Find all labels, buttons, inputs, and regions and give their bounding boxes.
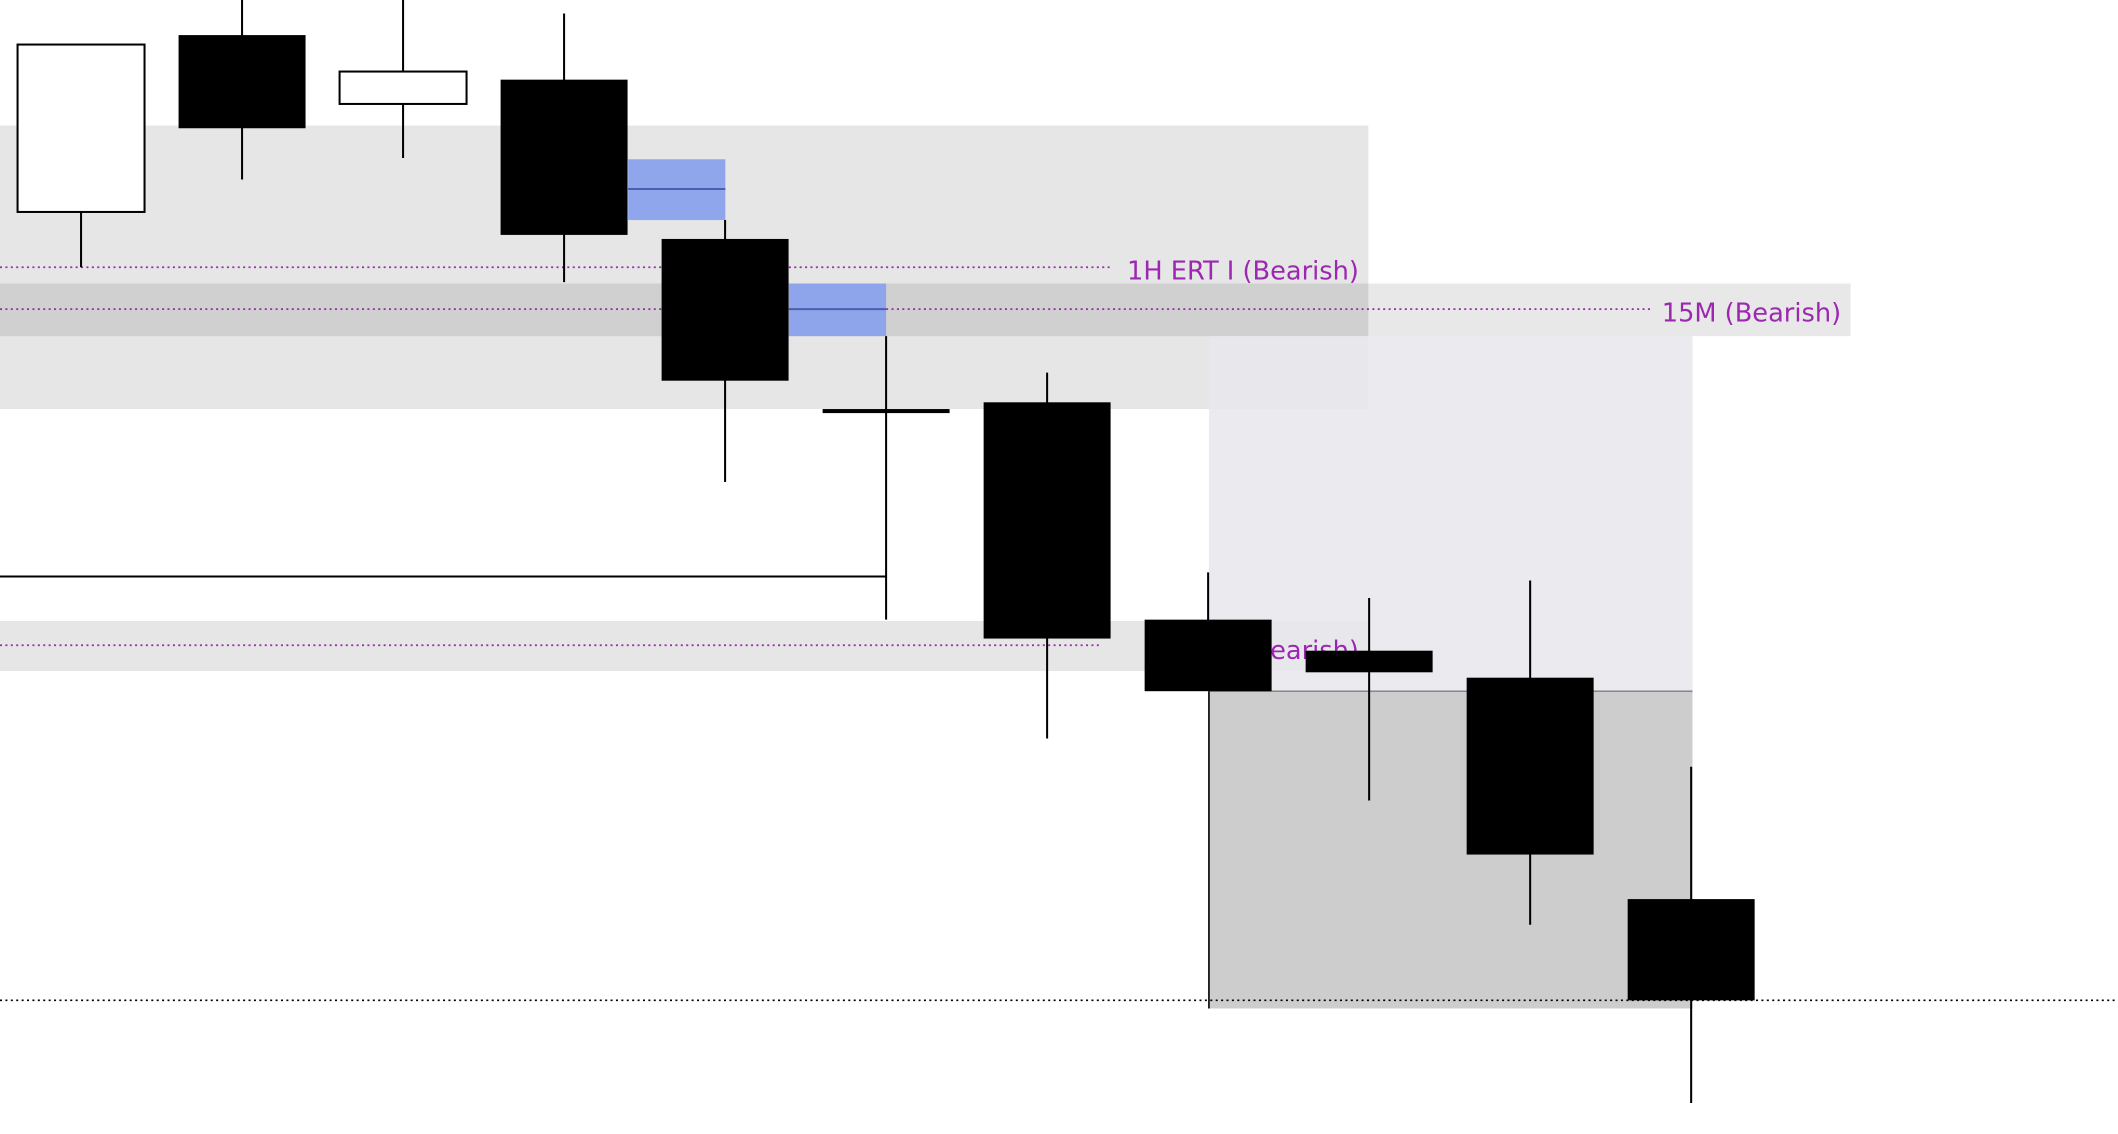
zone-label-15m-upper: 15M (Bearish) bbox=[1662, 298, 1841, 328]
target-box-lower bbox=[1208, 691, 1693, 1009]
candle-body bbox=[822, 409, 950, 414]
fvg-layer bbox=[628, 159, 887, 337]
candle-body bbox=[338, 70, 468, 105]
candle-body bbox=[16, 43, 146, 213]
candle-body bbox=[661, 238, 789, 381]
candle-body bbox=[1144, 619, 1272, 692]
target-box-upper bbox=[1208, 336, 1693, 692]
zones-layer bbox=[0, 125, 1851, 1009]
candle-body bbox=[1305, 650, 1433, 673]
candle-body bbox=[500, 79, 628, 235]
candle-body bbox=[1466, 677, 1594, 855]
candle-body bbox=[178, 35, 306, 129]
candles-layer bbox=[16, 0, 1755, 1103]
candle-body bbox=[983, 402, 1111, 639]
candle-body bbox=[1627, 899, 1755, 1001]
lines-layer bbox=[0, 266, 2118, 1002]
zone-label-1h-ert: 1H ERT I (Bearish) bbox=[1127, 256, 1359, 286]
